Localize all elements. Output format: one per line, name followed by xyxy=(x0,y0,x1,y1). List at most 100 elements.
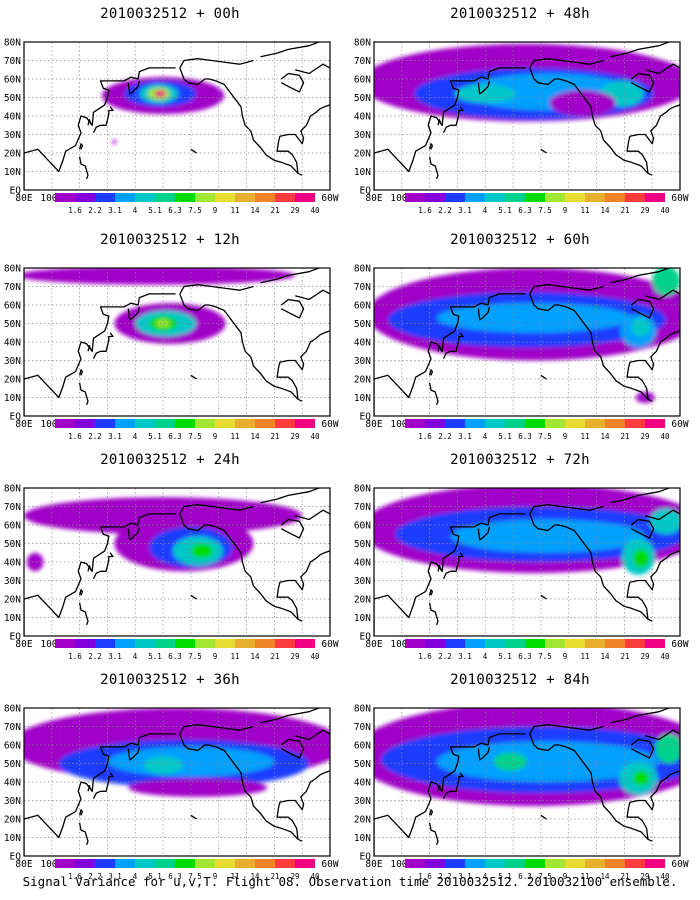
lon-tick-label: 60W xyxy=(321,419,338,430)
colorbar-label: 7.5 xyxy=(188,206,202,215)
colorbar-label: 1.6 xyxy=(418,206,432,215)
lon-tick-label: 100E xyxy=(40,639,63,650)
colorbar-swatch xyxy=(95,419,115,428)
colorbar-label: 2.2 xyxy=(438,652,452,661)
colorbar-label: 6.3 xyxy=(168,432,182,441)
colorbar-swatch xyxy=(405,193,425,202)
panel-title: 2010032512 + 48h xyxy=(450,6,590,22)
map-panel: 2010032512 + 00h EQ 10N 20N 30N 40N 50N 60N 70N 8… xyxy=(0,0,340,225)
colorbar-label: 11 xyxy=(580,206,589,215)
lon-tick-label: 100E xyxy=(40,193,63,204)
coastline xyxy=(24,733,176,856)
colorbar-label: 40 xyxy=(310,872,320,881)
colorbar-label: 21 xyxy=(620,652,629,661)
colorbar-label: 40 xyxy=(310,652,320,661)
variance-contour xyxy=(190,543,214,559)
lat-tick-label: 70N xyxy=(354,502,371,513)
coastline xyxy=(540,148,547,154)
colorbar-swatch xyxy=(605,639,625,648)
colorbar-label: 6.3 xyxy=(168,206,182,215)
colorbar-swatch xyxy=(195,639,215,648)
lat-tick-label: EQ xyxy=(360,632,372,643)
map-panel: 2010032512 + 72h EQ 10N 20N 30N 40N 50N 60N 70N 8… xyxy=(350,446,690,671)
colorbar-swatch xyxy=(215,639,235,648)
colorbar-label: 2.2 xyxy=(438,872,452,881)
coastline xyxy=(442,106,464,133)
colorbar-label: 40 xyxy=(660,432,670,441)
colorbar-swatch xyxy=(75,419,95,428)
coastline xyxy=(428,589,434,596)
map-frame xyxy=(23,41,331,191)
colorbar-label: 5.1 xyxy=(498,652,512,661)
lon-tick-label: 80E xyxy=(15,859,32,870)
colorbar-label: 40 xyxy=(660,206,670,215)
coastline xyxy=(179,733,303,842)
coastline xyxy=(374,67,526,190)
variance-map: EQ10N20N30N40N50N60N70N80N80E100E120E140… xyxy=(4,484,339,651)
colorbar-swatch xyxy=(405,639,425,648)
colorbar-label: 29 xyxy=(290,872,299,881)
colorbar-swatch xyxy=(95,859,115,868)
variance-contour xyxy=(156,319,171,328)
coastline xyxy=(24,513,176,636)
colorbar-swatch xyxy=(255,859,275,868)
coastline xyxy=(645,729,680,741)
colorbar-swatch xyxy=(645,193,665,202)
coastline xyxy=(437,785,443,792)
lat-tick-label: 20N xyxy=(4,595,21,606)
colorbar-label: 4 xyxy=(133,652,138,661)
colorbar-swatch xyxy=(295,639,315,648)
colorbar-swatch xyxy=(625,639,645,648)
colorbar-label: 7.5 xyxy=(538,652,552,661)
lat-tick-label: EQ xyxy=(10,852,22,863)
lat-tick-label: 80N xyxy=(354,484,371,495)
lat-tick-label: 70N xyxy=(4,722,21,733)
lon-tick-label: 100E xyxy=(390,193,413,204)
coastline xyxy=(437,565,443,572)
variance-contour xyxy=(454,84,516,104)
coastline xyxy=(78,589,84,596)
colorbar-swatch xyxy=(565,639,585,648)
colorbar-label: 5.1 xyxy=(498,432,512,441)
lat-tick-label: 60N xyxy=(354,75,371,86)
colorbar-swatch xyxy=(565,419,585,428)
coastline xyxy=(78,382,89,406)
colorbar-label: 9 xyxy=(213,872,218,881)
lat-tick-label: 30N xyxy=(4,796,21,807)
lat-tick-label: 40N xyxy=(354,112,371,123)
colorbar-label: 7.5 xyxy=(538,432,552,441)
lon-tick-label: 80E xyxy=(15,639,32,650)
colorbar-swatch xyxy=(295,193,315,202)
coastline xyxy=(428,382,439,406)
colorbar-swatch xyxy=(75,193,95,202)
colorbar-swatch xyxy=(505,419,525,428)
colorbar-label: 14 xyxy=(600,206,610,215)
coastline xyxy=(276,550,330,620)
colorbar-label: 2.2 xyxy=(88,872,102,881)
map-frame xyxy=(373,41,681,191)
lon-tick-label: 100E xyxy=(390,859,413,870)
colorbar-swatch xyxy=(525,859,545,868)
colorbar-label: 5.1 xyxy=(148,432,162,441)
colorbar-swatch xyxy=(465,639,485,648)
coastline xyxy=(276,770,330,840)
coastline xyxy=(276,104,330,174)
colorbar-swatch xyxy=(565,859,585,868)
lon-tick-label: 60W xyxy=(321,193,338,204)
coastline xyxy=(78,602,89,626)
coastline xyxy=(442,552,464,579)
figure-caption: Signal Variance for u,v,T. Flight 08. Ob… xyxy=(22,874,678,889)
coastline xyxy=(540,814,547,820)
colorbar-swatch xyxy=(485,859,505,868)
coastline xyxy=(477,306,491,321)
colorbar-label: 5.1 xyxy=(148,872,162,881)
colorbar-swatch xyxy=(175,859,195,868)
lat-tick-label: EQ xyxy=(360,852,372,863)
coastline xyxy=(477,80,491,95)
coastline xyxy=(477,746,491,761)
lat-tick-label: 80N xyxy=(354,704,371,715)
colorbar-label: 14 xyxy=(600,652,610,661)
colorbar-label: 11 xyxy=(580,872,589,881)
lon-tick-label: 60W xyxy=(671,639,688,650)
map-panel: 2010032512 + 84h EQ 10N 20N 30N 40N 50N 60N 70N 8… xyxy=(350,666,690,891)
